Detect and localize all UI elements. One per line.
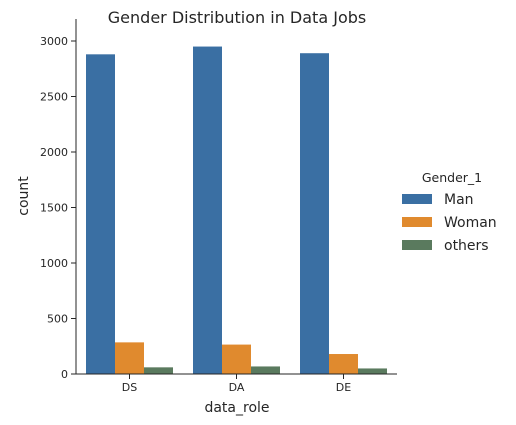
legend-label-woman: Woman xyxy=(444,215,497,231)
bar-ds-man xyxy=(86,54,115,374)
x-tick-label: DE xyxy=(336,381,351,394)
x-tick-label: DA xyxy=(229,381,245,394)
legend-swatch-woman xyxy=(402,217,432,227)
y-tick-label: 3000 xyxy=(40,35,68,48)
bar-de-others xyxy=(358,368,387,374)
bar-da-woman xyxy=(222,344,251,374)
bar-ds-others xyxy=(144,367,173,374)
y-tick-label: 2500 xyxy=(40,91,68,104)
bar-de-man xyxy=(300,53,329,375)
bar-de-woman xyxy=(329,354,358,374)
y-tick-label: 1000 xyxy=(40,257,68,270)
legend-label-others: others xyxy=(444,238,489,254)
legend-title: Gender_1 xyxy=(422,170,482,185)
legend-swatch-man xyxy=(402,194,432,204)
x-axis-label: data_role xyxy=(204,400,269,416)
legend-swatch-others xyxy=(402,240,432,250)
y-tick-label: 0 xyxy=(61,368,68,381)
legend: Gender_1 Man Woman others xyxy=(402,170,497,254)
x-axis-ticks: DS DA DE xyxy=(122,374,351,394)
x-tick-label: DS xyxy=(122,381,137,394)
bars-group xyxy=(86,46,387,375)
bar-ds-woman xyxy=(115,342,144,374)
y-tick-label: 500 xyxy=(47,313,68,326)
y-axis-label: count xyxy=(16,176,32,216)
bar-da-others xyxy=(251,366,280,374)
y-axis-ticks: 0 500 1000 1500 2000 2500 3000 xyxy=(40,35,76,381)
y-tick-label: 1500 xyxy=(40,202,68,215)
bar-da-man xyxy=(193,46,222,375)
legend-label-man: Man xyxy=(444,192,474,208)
y-tick-label: 2000 xyxy=(40,146,68,159)
chart-title: Gender Distribution in Data Jobs xyxy=(108,8,366,27)
